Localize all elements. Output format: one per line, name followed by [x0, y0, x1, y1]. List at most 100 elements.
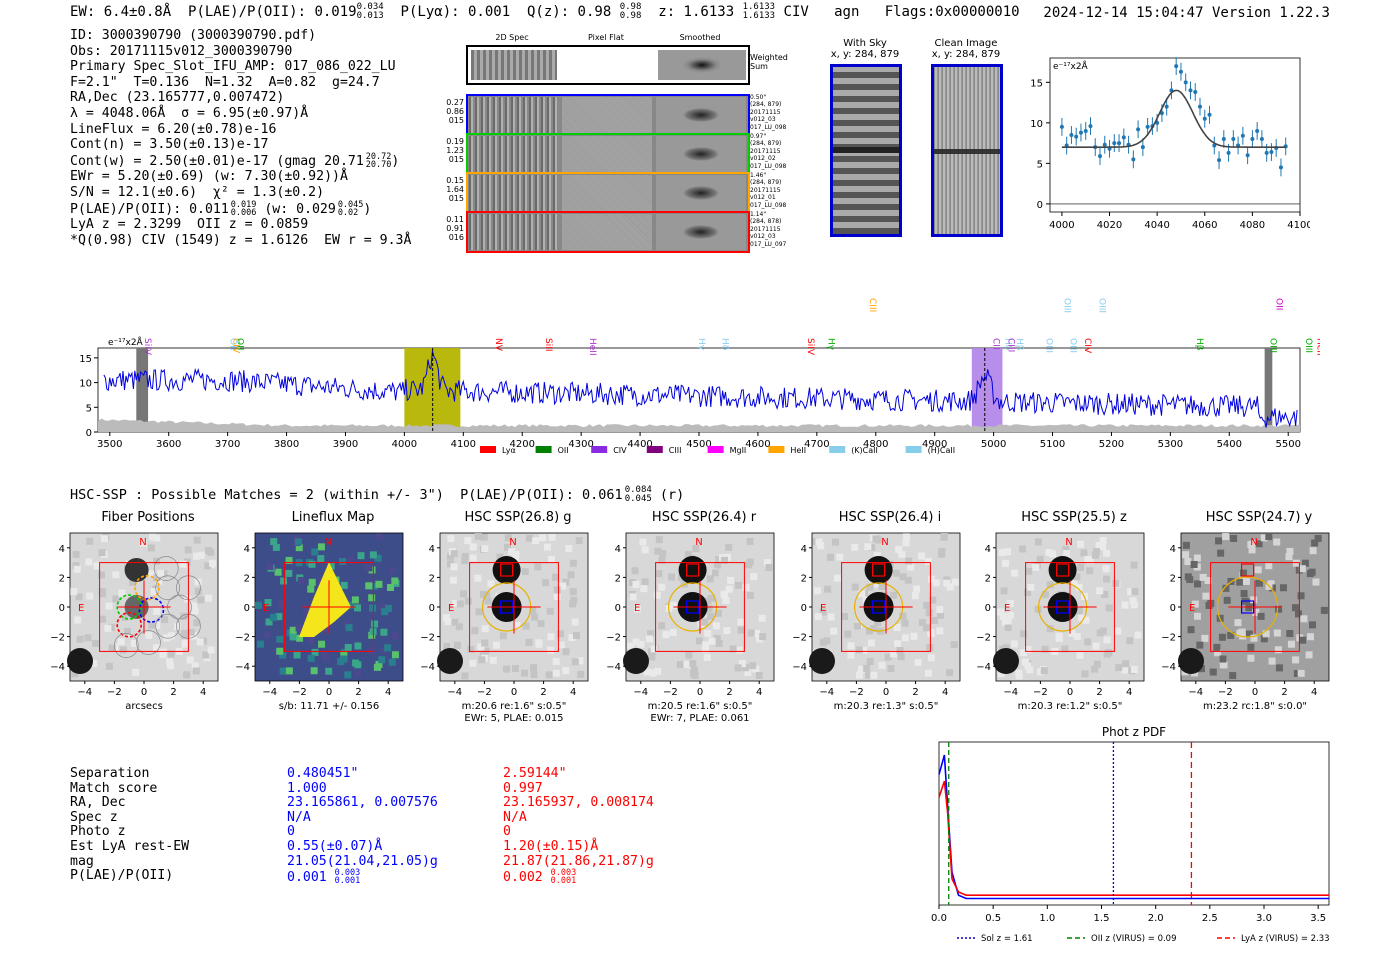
stamp-noise-pixel — [459, 590, 467, 598]
stamp-ytick-label: 4 — [244, 544, 250, 555]
stamp-noise-pixel — [167, 632, 175, 640]
stamp-noise-pixel — [1215, 537, 1223, 545]
stamp-noise-pixel — [571, 658, 579, 666]
stamp-noise-pixel — [844, 630, 852, 638]
stamp-noise-pixel — [868, 543, 876, 551]
stamp-noise-pixel — [1115, 664, 1123, 672]
stamp-noise-pixel — [641, 578, 649, 586]
neighbor-source — [1178, 648, 1204, 674]
stamp-noise-pixel — [1247, 643, 1255, 651]
stamp-noise-pixel — [930, 617, 938, 625]
stamp-noise-pixel — [1291, 604, 1299, 612]
zoom-ytick-label: 15 — [1030, 78, 1043, 89]
info-civ: *Q(0.98) CIV (1549) z = 1.6126 EW r = 9.… — [70, 232, 412, 248]
stamp-noise-pixel — [746, 537, 754, 545]
stamp-xtick-label: −2 — [107, 687, 122, 698]
stamp-noise-pixel — [1105, 604, 1113, 612]
stamp-noise-pixel — [451, 599, 459, 607]
stamp-noise-pixel — [864, 543, 872, 551]
stamp-noise-pixel — [858, 590, 866, 598]
stamp-noise-pixel — [166, 662, 174, 670]
stamp-noise-pixel — [729, 645, 737, 653]
stamp-noise-pixel — [929, 596, 937, 604]
stamp-ytick-label: −4 — [606, 662, 621, 673]
stamp-noise-pixel — [183, 558, 191, 566]
stamp-noise-pixel — [887, 665, 895, 673]
stamp-noise-pixel — [1222, 584, 1230, 592]
stamp-noise-pixel — [1250, 596, 1258, 604]
stamp-noise-pixel — [392, 632, 400, 640]
stamp-noise-pixel — [1080, 549, 1088, 557]
stamp-ytick-label: 0 — [801, 603, 807, 614]
zoom-data-point — [1145, 124, 1150, 129]
stamp-noise-pixel — [1320, 606, 1328, 614]
stamp-noise-pixel — [1262, 630, 1270, 638]
stamp-noise-pixel — [71, 670, 79, 678]
zoom-data-point — [1178, 69, 1183, 74]
stamp-noise-pixel — [173, 622, 181, 630]
stamp-noise-pixel — [317, 555, 325, 563]
stamp-noise-pixel — [765, 564, 773, 572]
stamp-noise-pixel — [569, 600, 577, 608]
stamp-noise-pixel — [105, 662, 113, 670]
stamp-noise-pixel — [1255, 579, 1263, 587]
stamp-noise-pixel — [689, 660, 697, 668]
legend-label: (H)CaII — [928, 446, 955, 455]
stamp-noise-pixel — [153, 534, 161, 542]
stamp-noise-pixel — [847, 651, 855, 659]
stamp-noise-pixel — [914, 658, 922, 666]
stamp-noise-pixel — [1062, 549, 1070, 557]
zoom-data-point — [1198, 104, 1202, 109]
stamp-noise-pixel — [503, 665, 511, 673]
stamp-noise-pixel — [867, 639, 875, 647]
hsc-source-north — [1048, 556, 1077, 584]
spec2d-row — [466, 133, 750, 175]
stamp-noise-pixel — [207, 548, 215, 556]
stamp-noise-pixel — [569, 588, 577, 596]
spec2d-row-flat — [562, 136, 652, 172]
stamp-noise-pixel — [874, 536, 882, 544]
stamp-noise-pixel — [936, 606, 944, 614]
stamp-noise-pixel — [145, 631, 153, 639]
stamp-noise-pixel — [184, 595, 192, 603]
stamp-noise-pixel — [1091, 551, 1099, 559]
stamp-noise-pixel — [1234, 619, 1242, 627]
info-lineflux: LineFlux = 6.20(±0.78)e-16 — [70, 121, 277, 137]
stamp-xtick-label: −2 — [1033, 687, 1048, 698]
header-summary: EW: 6.4±0.8Å P(LAE)/P(OII): 0.019 0.034 0.… — [70, 2, 1020, 21]
stamp-noise-pixel — [279, 651, 287, 659]
stamp-noise-pixel — [937, 611, 945, 619]
stamp-noise-pixel — [270, 538, 278, 546]
stamp-xtick-label: −2 — [477, 687, 492, 698]
stamp-noise-pixel — [1090, 665, 1098, 673]
stamp-noise-pixel — [832, 538, 840, 546]
stamp-ytick-label: 4 — [801, 544, 807, 555]
stamp-noise-pixel — [556, 630, 564, 638]
stamp-xtick-label: 4 — [942, 687, 948, 698]
stamp-noise-pixel — [1191, 600, 1199, 608]
compass-east: E — [1004, 603, 1010, 614]
stamp-noise-pixel — [1305, 651, 1313, 659]
stamp-noise-pixel — [747, 629, 755, 637]
stamp-noise-pixel — [1024, 662, 1032, 670]
full-xtick-label: 5200 — [1099, 439, 1124, 450]
stamp-noise-pixel — [746, 558, 754, 566]
stamp-noise-pixel — [744, 668, 752, 676]
weighted-sum-box — [466, 45, 750, 85]
stamp-caption: arcsecs — [125, 701, 163, 712]
photz-xtick-label: 1.5 — [1094, 913, 1110, 924]
stamp-noise-pixel — [1093, 660, 1101, 668]
header-plya: P(Lyα): 0.001 — [400, 4, 511, 20]
stamp-noise-pixel — [1092, 548, 1100, 556]
stamp-noise-pixel — [1265, 533, 1273, 541]
stamp-noise-pixel — [153, 607, 161, 615]
stamp-noise-pixel — [946, 583, 954, 591]
photz-xtick-label: 2.0 — [1148, 913, 1164, 924]
stamp-noise-pixel — [734, 581, 742, 589]
photz-series-line — [938, 780, 1329, 896]
stamp-noise-pixel — [149, 533, 157, 541]
stamp-ytick-label: 0 — [429, 603, 435, 614]
spec2d-row — [466, 172, 750, 214]
spec2d-row-smoothed — [656, 136, 746, 172]
